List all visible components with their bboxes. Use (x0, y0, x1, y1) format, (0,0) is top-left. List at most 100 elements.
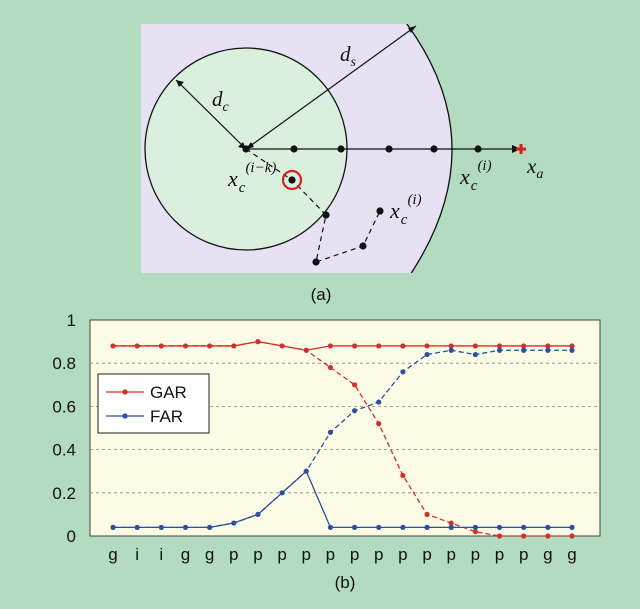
data-point-gar (521, 343, 527, 349)
legend-marker-far (122, 413, 128, 419)
x-tick-label: p (229, 545, 238, 564)
trajectory-point (290, 145, 298, 153)
y-tick-label: 0.4 (52, 441, 76, 460)
data-point-far (569, 524, 575, 530)
data-point-gar (472, 529, 478, 535)
data-point-far (424, 351, 430, 358)
candidate-point (288, 176, 296, 184)
x-tick-label: i (159, 545, 163, 564)
data-point-far (376, 524, 382, 530)
y-tick-label: 0.2 (52, 484, 76, 503)
x-tick-label: p (471, 545, 480, 564)
caption-b: (b) (335, 573, 356, 592)
x-tick-label: p (422, 545, 431, 564)
label-ds: ds (340, 42, 357, 70)
data-point-gar (448, 343, 454, 349)
data-point-gar (134, 343, 140, 349)
x-tick-label: g (543, 545, 552, 564)
data-point-gar (279, 343, 285, 349)
x-tick-label: g (567, 545, 576, 564)
trajectory-point (474, 145, 482, 153)
legend-label-far: FAR (150, 407, 183, 426)
data-point-gar (158, 343, 164, 349)
y-tick-labels: 0 0.2 0.4 0.6 0.8 1 (52, 311, 76, 546)
data-point-far (400, 369, 406, 375)
candidate-point (376, 207, 384, 215)
label-xc-i-minus-k: xc(i−k) (227, 160, 276, 196)
x-tick-label: p (495, 545, 504, 564)
data-point-gar (182, 343, 189, 349)
x-tick-label: p (446, 545, 455, 564)
data-point-far (231, 520, 237, 526)
x-tick-label: p (350, 545, 359, 564)
radius-ds-line (245, 25, 417, 150)
x-tick-label: p (519, 545, 528, 564)
series-line-gar-solid (113, 340, 572, 351)
label-dc: dc (212, 87, 230, 115)
legend-box (97, 373, 210, 434)
trajectory-point (385, 145, 393, 153)
candidate-point (322, 211, 330, 219)
data-point-far (110, 524, 116, 530)
data-point-far (303, 468, 309, 474)
data-point-gar (351, 343, 358, 349)
y-tick-label: 0.8 (52, 354, 76, 373)
data-point-far (448, 524, 454, 530)
outer-boundary-arc (406, 24, 453, 273)
x-tick-label: p (302, 545, 311, 564)
data-point-gar (303, 347, 309, 353)
x-tick-label: i (135, 545, 139, 564)
trajectory-point (337, 145, 345, 153)
data-point-gar (327, 364, 334, 371)
radius-ds-arrowhead-outer (408, 26, 416, 33)
x-tick-label: p (374, 545, 383, 564)
data-point-gar (376, 343, 382, 349)
legend: GAR FAR (97, 373, 210, 434)
trajectory-point (430, 145, 438, 153)
data-point-gar (110, 343, 116, 349)
data-point-gar (521, 533, 527, 539)
highlighted-point-ring (281, 169, 303, 191)
data-point-far (182, 524, 189, 530)
label-xc-i-candidate: xc(i) (389, 192, 422, 228)
data-point-far (376, 399, 382, 405)
data-point-gar (569, 343, 575, 349)
data-point-far (327, 524, 334, 530)
data-point-far (448, 347, 454, 353)
data-point-gar (400, 343, 406, 349)
y-tick-label: 0 (67, 527, 76, 546)
data-point-far (424, 524, 430, 530)
data-point-gar (496, 343, 503, 349)
x-tick-label: g (181, 545, 190, 564)
x-tick-label: p (398, 545, 407, 564)
x-tick-label: g (108, 545, 117, 564)
x-tick-label: p (277, 545, 286, 564)
data-point-far (158, 524, 164, 530)
candidate-point (359, 242, 367, 250)
data-point-gar (424, 511, 430, 517)
data-point-far (472, 351, 478, 358)
series-line-far-solid (113, 470, 572, 529)
data-point-gar (496, 533, 503, 539)
data-point-far (351, 524, 358, 530)
data-point-far (569, 347, 575, 353)
data-point-far (496, 347, 503, 353)
data-point-gar (448, 520, 454, 526)
data-point-far (400, 524, 406, 530)
data-point-far (521, 524, 527, 530)
data-point-gar (569, 533, 575, 539)
label-xc-i-trajectory: xc(i) (459, 158, 492, 194)
y-tick-label: 0.6 (52, 397, 76, 416)
data-point-gar (231, 343, 237, 349)
data-point-gar (424, 343, 430, 349)
data-point-far (207, 524, 213, 530)
data-point-gar (545, 343, 551, 349)
label-xa: xa (526, 154, 543, 182)
data-point-gar (351, 382, 358, 388)
caption-a: (a) (311, 285, 332, 304)
radius-dc-arrowhead-outer (176, 80, 184, 87)
target-marker (516, 144, 526, 154)
data-point-gar (400, 472, 406, 479)
